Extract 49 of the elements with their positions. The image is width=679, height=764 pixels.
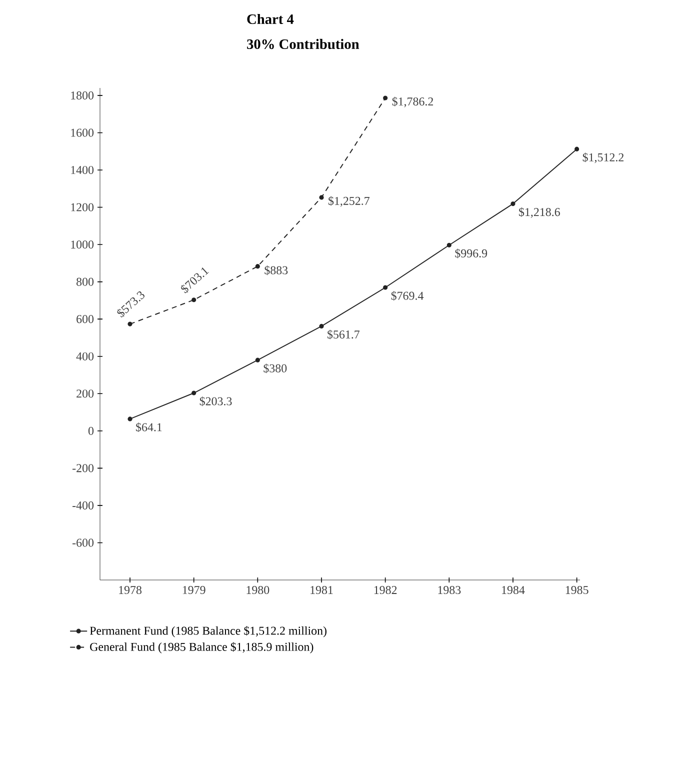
point <box>192 298 196 302</box>
data-label: $996.9 <box>455 248 488 258</box>
point <box>510 202 516 206</box>
data-label: $380 <box>264 364 287 374</box>
point <box>255 264 260 269</box>
data-label: $64.1 <box>136 422 162 432</box>
data-label: $1,252.7 <box>328 196 370 207</box>
y-tick-label: 200 <box>76 390 94 398</box>
y-tick-label: 1000 <box>71 240 94 249</box>
x-tick-label: 1979 <box>182 586 206 594</box>
y-tick-label: 600 <box>76 315 94 324</box>
point <box>128 416 132 422</box>
y-tick-label: -200 <box>72 464 94 472</box>
y-tick-label: -600 <box>72 538 94 547</box>
x-tick-label: 1978 <box>119 586 142 594</box>
point <box>383 96 388 100</box>
data-label: $769.4 <box>391 291 424 301</box>
legend-label: Permanent Fund (1985 Balance $1,512.2 million) <box>90 626 326 638</box>
y-tick-label: 0 <box>88 426 94 435</box>
data-label: $1,512.2 <box>582 152 624 164</box>
point <box>319 324 324 329</box>
data-label: $1,786.2 <box>392 96 434 108</box>
data-label: $1,218.6 <box>519 207 560 218</box>
legend-label: General Fund (1985 Balance $1,185.9 million) <box>90 642 314 654</box>
data-label: $883 <box>264 266 288 276</box>
point <box>574 146 580 152</box>
data-label: $561.7 <box>328 330 360 340</box>
y-tick-label: 1400 <box>71 166 94 174</box>
y-tick-label: 1800 <box>71 91 94 100</box>
x-tick-label: 1984 <box>502 586 525 594</box>
x-tick-label: 1982 <box>374 586 397 594</box>
chart-title: Chart 4 <box>247 14 294 24</box>
point <box>383 285 388 290</box>
point <box>128 322 132 326</box>
x-tick-label: 1983 <box>438 586 461 594</box>
y-tick-label: 400 <box>76 352 94 360</box>
point <box>255 358 260 362</box>
x-tick-label: 1981 <box>310 586 333 594</box>
data-label: $203.3 <box>200 396 232 406</box>
x-tick-label: 1980 <box>246 586 270 594</box>
y-tick-label: -400 <box>72 501 94 510</box>
point <box>319 195 324 200</box>
y-tick-label: 800 <box>76 278 94 286</box>
chart-subtitle: 30% Contribution <box>247 38 360 50</box>
point <box>446 242 452 248</box>
y-tick-label: 1600 <box>71 128 94 137</box>
x-tick-label: 1985 <box>566 586 588 594</box>
y-tick-label: 1200 <box>71 203 94 212</box>
point <box>192 390 196 396</box>
